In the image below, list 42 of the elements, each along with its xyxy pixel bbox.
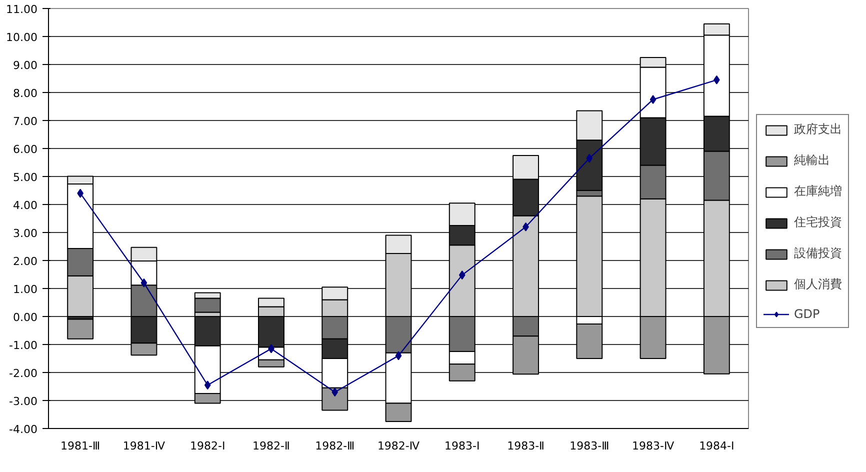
y-tick-label: 5.00 bbox=[13, 171, 38, 184]
x-tick-label: 1981-Ⅲ bbox=[60, 440, 100, 452]
x-tick-label: 1982-Ⅱ bbox=[252, 440, 290, 452]
y-tick-label: 2.00 bbox=[13, 255, 38, 268]
y-tick-label: 9.00 bbox=[13, 59, 38, 72]
point bbox=[140, 278, 148, 288]
point bbox=[586, 154, 593, 163]
y-tick-label: 11.00 bbox=[6, 3, 38, 16]
y-tick-label: -3.00 bbox=[9, 395, 38, 408]
y-tick-label: 1.00 bbox=[13, 283, 38, 296]
legend-label: 純輸出 bbox=[794, 152, 830, 169]
y-tick-label: 3.00 bbox=[13, 227, 38, 240]
x-tick-label: 1983-Ⅱ bbox=[507, 440, 544, 452]
y-tick-label: -2.00 bbox=[9, 367, 38, 380]
point bbox=[650, 95, 656, 104]
y-tick-label: 10.00 bbox=[6, 31, 38, 44]
x-tick-label: 1981-Ⅳ bbox=[122, 440, 166, 452]
bar bbox=[67, 318, 94, 340]
y-tick-label: 6.00 bbox=[13, 143, 38, 156]
y-tick-label: 8.00 bbox=[13, 87, 38, 100]
legend-label: 在庫純増 bbox=[794, 183, 842, 200]
point bbox=[458, 270, 466, 280]
y-tick-label: -4.00 bbox=[9, 423, 38, 436]
y-tick-label: 4.00 bbox=[13, 199, 38, 212]
y-tick-label: -1.00 bbox=[9, 339, 38, 352]
point bbox=[204, 380, 211, 390]
legend-label: 住宅投資 bbox=[794, 214, 842, 231]
x-tick-label: 1983-Ⅰ bbox=[444, 440, 480, 452]
x-tick-label: 1982-Ⅳ bbox=[377, 440, 420, 452]
x-tick-label: 1983-Ⅲ bbox=[570, 440, 610, 452]
legend-label: 個人消費 bbox=[794, 276, 842, 293]
legend-label: 設備投資 bbox=[794, 245, 842, 262]
x-tick-label: 1983-Ⅳ bbox=[632, 440, 675, 452]
point bbox=[395, 351, 402, 360]
y-tick-label: 0.00 bbox=[13, 311, 38, 324]
x-tick-label: 1982-Ⅰ bbox=[190, 440, 226, 452]
x-tick-label: 1982-Ⅲ bbox=[315, 440, 355, 452]
y-tick-label: 7.00 bbox=[13, 115, 38, 128]
legend-label: 政府支出 bbox=[794, 121, 842, 138]
point bbox=[332, 388, 338, 397]
legend-label: GDP bbox=[794, 307, 820, 321]
x-tick-label: 1984-Ⅰ bbox=[699, 440, 734, 452]
